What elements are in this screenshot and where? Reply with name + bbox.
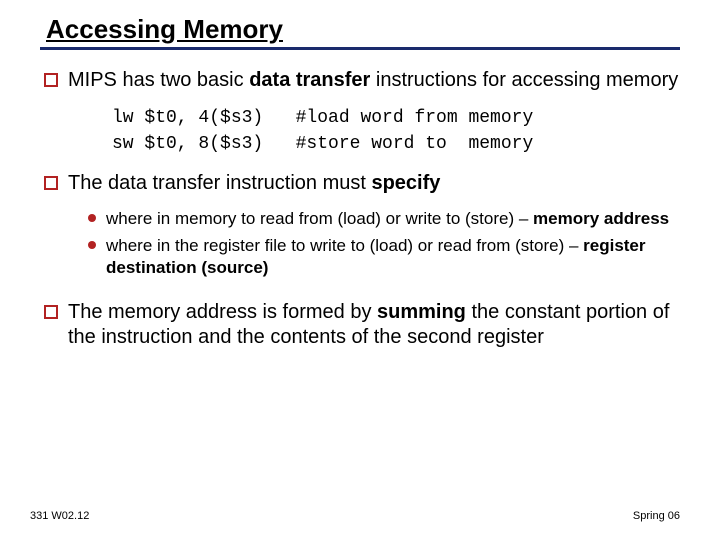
slide-title: Accessing Memory (46, 14, 680, 45)
code-line-1: lw $t0, 4($s3) #load word from memory (112, 108, 533, 128)
title-rule: Accessing Memory (40, 14, 680, 50)
dot-bullet-icon (88, 214, 96, 222)
bullet-1-text: MIPS has two basic data transfer instruc… (68, 68, 678, 93)
sub-2-pre: where in the register file to write to (… (106, 236, 583, 255)
footer-left: 331 W02.12 (30, 510, 89, 522)
bullet-2-bold: specify (371, 172, 440, 194)
sub-item-2: where in the register file to write to (… (88, 235, 680, 278)
bullet-3: The memory address is formed by summing … (44, 300, 680, 350)
bullet-2-pre: The data transfer instruction must (68, 172, 371, 194)
sub-item-1: where in memory to read from (load) or w… (88, 208, 680, 229)
bullet-1-bold: data transfer (249, 69, 370, 91)
bullet-3-bold: summing (377, 301, 466, 323)
square-bullet-icon (44, 73, 58, 87)
dot-bullet-icon (88, 241, 96, 249)
sub-list: where in memory to read from (load) or w… (88, 208, 680, 278)
bullet-2: The data transfer instruction must speci… (44, 171, 680, 196)
bullet-1-pre: MIPS has two basic (68, 69, 249, 91)
code-line-2: sw $t0, 8($s3) #store word to memory (112, 134, 533, 154)
square-bullet-icon (44, 305, 58, 319)
bullet-1: MIPS has two basic data transfer instruc… (44, 68, 680, 93)
bullet-3-pre: The memory address is formed by (68, 301, 377, 323)
bullet-1-post: instructions for accessing memory (370, 69, 678, 91)
sub-1-pre: where in memory to read from (load) or w… (106, 209, 533, 228)
sub-2-text: where in the register file to write to (… (106, 235, 680, 278)
sub-1-bold: memory address (533, 209, 669, 228)
slide: Accessing Memory MIPS has two basic data… (0, 0, 720, 540)
bullet-2-text: The data transfer instruction must speci… (68, 171, 440, 196)
square-bullet-icon (44, 176, 58, 190)
footer-right: Spring 06 (633, 510, 680, 522)
sub-1-text: where in memory to read from (load) or w… (106, 208, 669, 229)
code-block: lw $t0, 4($s3) #load word from memory sw… (112, 105, 680, 157)
bullet-3-text: The memory address is formed by summing … (68, 300, 680, 350)
